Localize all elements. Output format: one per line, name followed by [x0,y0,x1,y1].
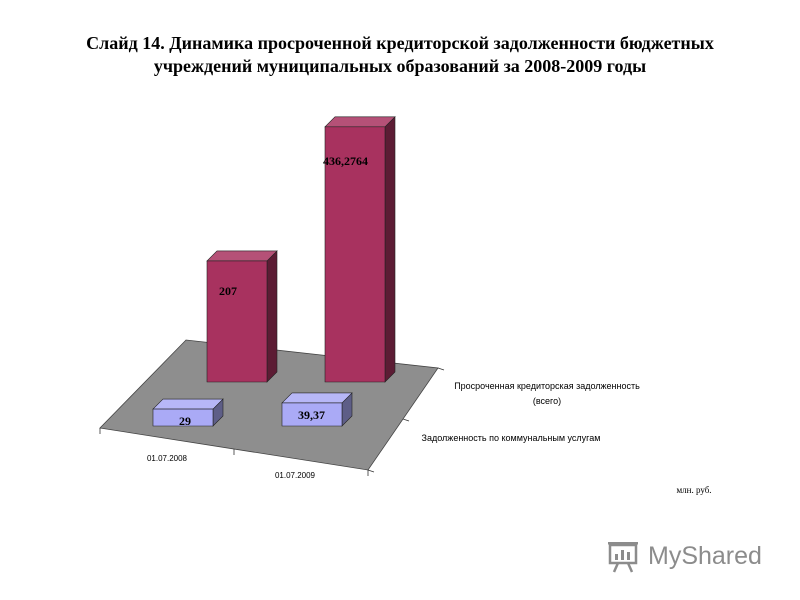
slide-title: Слайд 14. Динамика просроченной кредитор… [20,32,780,78]
bar-side-face [266,250,278,383]
bar-front-face [152,408,214,427]
bar-series1-cat0 [152,398,224,427]
data-label-series0-cat1: 436,2764 [323,154,368,168]
bar-top-face [152,398,224,410]
bar-front-face [206,260,268,383]
presentation-board-icon [608,542,638,573]
floor-ticks [99,367,445,476]
bar-series0-cat0 [206,250,278,383]
data-label-series1-cat1: 39,37 [298,408,325,422]
series-axis-label-utilities: Задолженность по коммунальным услугам [422,433,601,443]
watermark: MyShared [606,538,762,574]
bar-series1-cat1 [281,392,353,427]
category-label-2009: 01.07.2009 [275,471,316,480]
bars-group [152,116,396,427]
bar-front-face [281,402,343,427]
series-axis-label-overdue-sub: (всего) [533,396,561,406]
category-label-2008: 01.07.2008 [147,454,188,463]
bar-series0-cat1 [324,116,396,383]
slide-title-line-1: Слайд 14. Динамика просроченной кредитор… [86,33,714,53]
bar-top-face [206,250,278,262]
bar-front-face [324,126,386,383]
unit-label: млн. руб. [676,485,711,495]
slide-title-line-2: учреждений муниципальных образований за … [153,56,647,76]
bar-top-face [324,116,396,128]
floor-tick-4 [437,367,445,371]
data-label-series0-cat0: 207 [219,284,237,298]
series-axis-label-overdue: Просроченная кредиторская задолженность [454,381,640,391]
bar-labels-group: 207 436,2764 29 39,37 [179,154,368,428]
bar-top-face [281,392,353,404]
bar-side-face [384,116,396,383]
floor-tick-3 [402,418,410,422]
watermark-text: MyShared [648,541,762,570]
floor-tick-5 [367,469,375,473]
data-label-series1-cat0: 29 [179,414,191,428]
